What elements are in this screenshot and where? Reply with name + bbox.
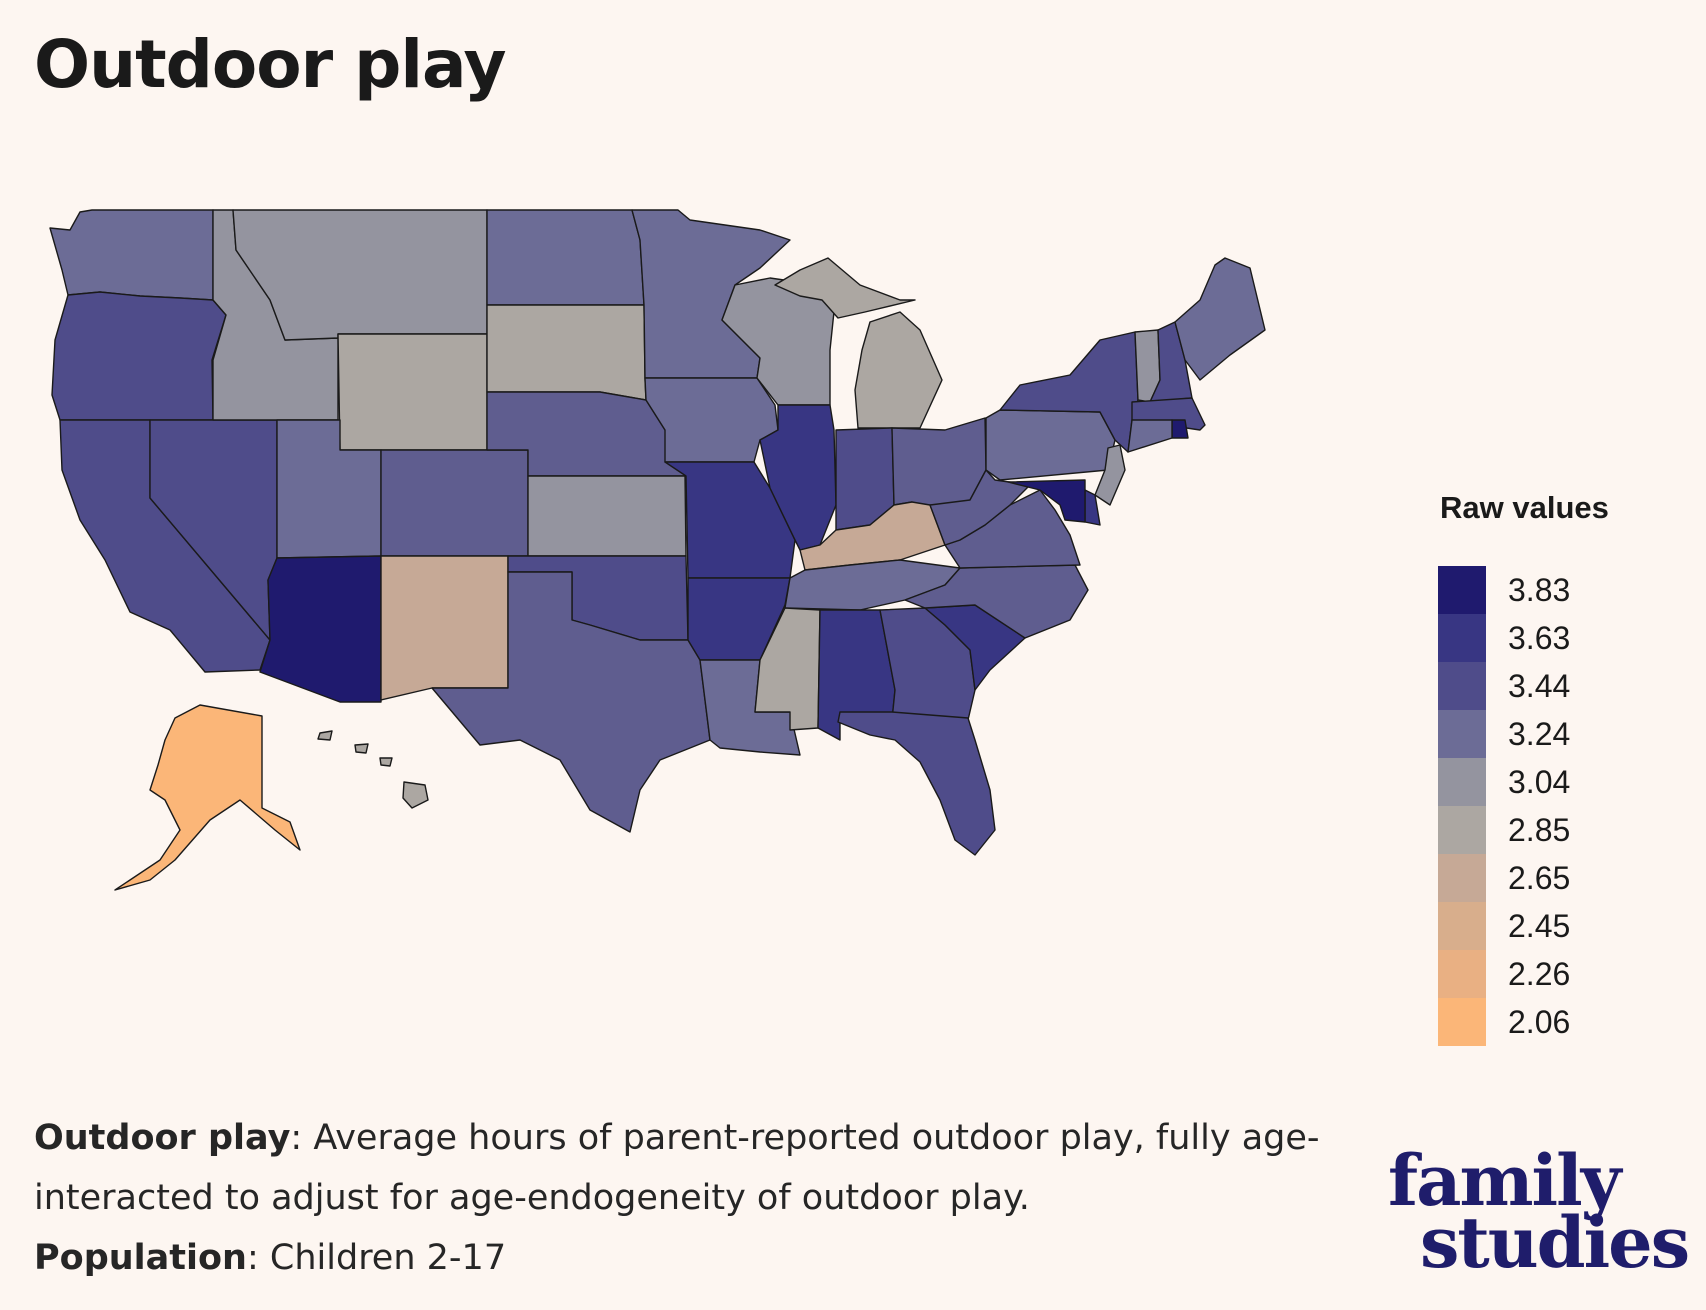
- legend-swatch: [1438, 662, 1486, 710]
- state-md: [1007, 479, 1086, 523]
- state-ks: [527, 475, 687, 557]
- state-ia: [644, 377, 779, 463]
- legend-item: 3.44: [1438, 662, 1658, 710]
- legend-swatch: [1438, 614, 1486, 662]
- legend-label: 2.85: [1508, 811, 1571, 848]
- legend-item: 3.24: [1438, 710, 1658, 758]
- legend-label: 3.44: [1508, 667, 1571, 704]
- us-choropleth-map: [40, 205, 1420, 995]
- legend-swatch: [1438, 806, 1486, 854]
- legend-label: 2.26: [1508, 955, 1571, 992]
- state-nm: [380, 555, 509, 701]
- legend: Raw values 3.83 3.63 3.44 3.24 3.04 2.85 2.65 2…: [1438, 490, 1658, 1046]
- legend-swatch: [1438, 566, 1486, 614]
- state-az: [259, 555, 382, 703]
- legend-item: 3.04: [1438, 758, 1658, 806]
- legend-item: 2.26: [1438, 950, 1658, 998]
- caption-description-text: : Average hours of parent-reported outdo…: [34, 1118, 1320, 1218]
- caption-population-text: : Children 2-17: [246, 1238, 507, 1278]
- state-sd: [486, 304, 647, 401]
- state-ct: [1127, 419, 1173, 453]
- legend-swatch: [1438, 998, 1486, 1046]
- legend-label: 2.45: [1508, 907, 1571, 944]
- legend-label: 3.63: [1508, 619, 1571, 656]
- logo-line-2: studies: [1420, 1201, 1690, 1284]
- legend-label: 3.04: [1508, 763, 1571, 800]
- logo-line-1: family: [1388, 1139, 1621, 1222]
- state-or: [51, 291, 227, 421]
- state-nj: [1094, 444, 1126, 506]
- legend-swatch: [1438, 902, 1486, 950]
- legend-label: 2.65: [1508, 859, 1571, 896]
- legend-item: 2.06: [1438, 998, 1658, 1046]
- caption-description: Outdoor play: Average hours of parent-re…: [34, 1108, 1334, 1228]
- state-fl: [837, 711, 996, 856]
- legend-swatch: [1438, 950, 1486, 998]
- state-ri: [1171, 419, 1189, 439]
- family-studies-logo: family studies: [1388, 1139, 1690, 1284]
- state-hi: [317, 730, 429, 809]
- state-nc: [904, 564, 1089, 639]
- legend-title: Raw values: [1440, 490, 1609, 525]
- state-mo: [664, 461, 796, 579]
- legend-label: 3.24: [1508, 715, 1571, 752]
- legend-item: 3.63: [1438, 614, 1658, 662]
- state-me: [1174, 257, 1266, 381]
- legend-label: 3.83: [1508, 571, 1571, 608]
- legend-item: 3.83: [1438, 566, 1658, 614]
- legend-swatch: [1438, 710, 1486, 758]
- state-co: [380, 449, 529, 557]
- state-mi: [774, 257, 943, 429]
- state-nd: [486, 209, 645, 306]
- state-pa: [985, 409, 1116, 481]
- legend-swatch: [1438, 758, 1486, 806]
- caption-population-label: Population: [34, 1238, 247, 1278]
- legend-item: 2.45: [1438, 902, 1658, 950]
- state-tx: [431, 571, 711, 833]
- state-wa: [49, 209, 214, 301]
- caption-population: Population: Children 2-17: [34, 1228, 1334, 1288]
- legend-swatch: [1438, 854, 1486, 902]
- legend-items: 3.83 3.63 3.44 3.24 3.04 2.85 2.65 2.45 2.26 2.06: [1438, 566, 1658, 1046]
- chart-title: Outdoor play: [34, 26, 506, 103]
- state-wy: [337, 333, 488, 451]
- state-ak: [114, 704, 301, 891]
- legend-item: 2.65: [1438, 854, 1658, 902]
- state-wv: [929, 469, 1031, 546]
- legend-item: 2.85: [1438, 806, 1658, 854]
- caption-description-label: Outdoor play: [34, 1118, 291, 1158]
- caption: Outdoor play: Average hours of parent-re…: [34, 1108, 1334, 1288]
- legend-label: 2.06: [1508, 1003, 1571, 1040]
